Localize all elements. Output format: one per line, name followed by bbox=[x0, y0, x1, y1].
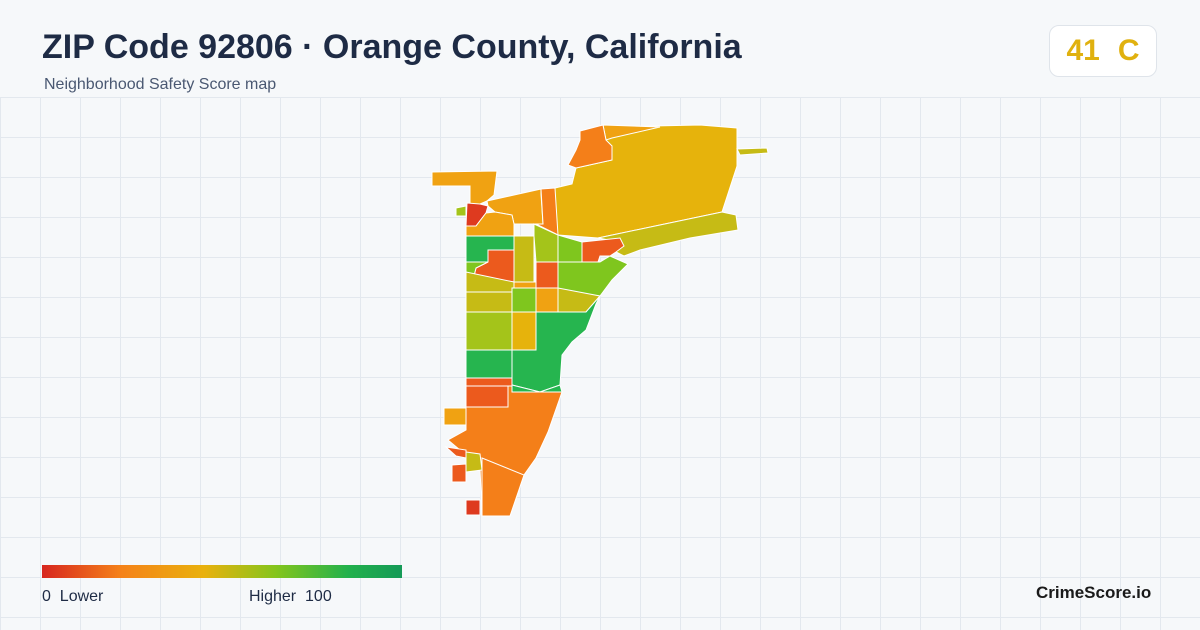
map-region[interactable] bbox=[465, 385, 509, 408]
map-region[interactable] bbox=[511, 287, 537, 313]
map-region[interactable] bbox=[465, 499, 481, 516]
legend-max-label: Higher bbox=[249, 588, 297, 605]
legend-gradient-bar bbox=[42, 565, 402, 578]
page-subtitle: Neighborhood Safety Score map bbox=[44, 76, 277, 93]
legend-min-value: 0 bbox=[42, 588, 51, 605]
legend-max: Higher 100 bbox=[249, 588, 332, 606]
legend-min: 0 Lower bbox=[42, 588, 103, 606]
map-region[interactable] bbox=[581, 237, 625, 263]
map-region[interactable] bbox=[443, 407, 467, 426]
map-region[interactable] bbox=[535, 261, 559, 289]
map-region[interactable] bbox=[451, 463, 467, 483]
legend-max-value: 100 bbox=[305, 588, 332, 605]
map-region[interactable] bbox=[465, 377, 513, 387]
map-region[interactable] bbox=[535, 287, 559, 313]
legend-min-label: Lower bbox=[59, 588, 104, 605]
map-region[interactable] bbox=[736, 147, 769, 156]
map-region[interactable] bbox=[455, 205, 467, 217]
map-region[interactable] bbox=[465, 311, 513, 351]
safety-score-value: 41 bbox=[1066, 34, 1100, 67]
map-region[interactable] bbox=[481, 457, 525, 517]
map-region[interactable] bbox=[431, 170, 498, 205]
map-region[interactable] bbox=[511, 311, 537, 351]
map-region[interactable] bbox=[513, 235, 535, 283]
map-region[interactable] bbox=[465, 451, 483, 473]
map-region[interactable] bbox=[557, 234, 583, 263]
safety-score-badge: 41 C bbox=[1049, 25, 1157, 77]
map-region[interactable] bbox=[567, 124, 613, 169]
page-title: ZIP Code 92806 · Orange County, Californ… bbox=[42, 28, 742, 66]
brand-logo-text[interactable]: CrimeScore.io bbox=[1036, 583, 1152, 602]
map-region[interactable] bbox=[465, 349, 513, 379]
safety-score-grade: C bbox=[1117, 34, 1140, 67]
map-region[interactable] bbox=[465, 291, 513, 313]
